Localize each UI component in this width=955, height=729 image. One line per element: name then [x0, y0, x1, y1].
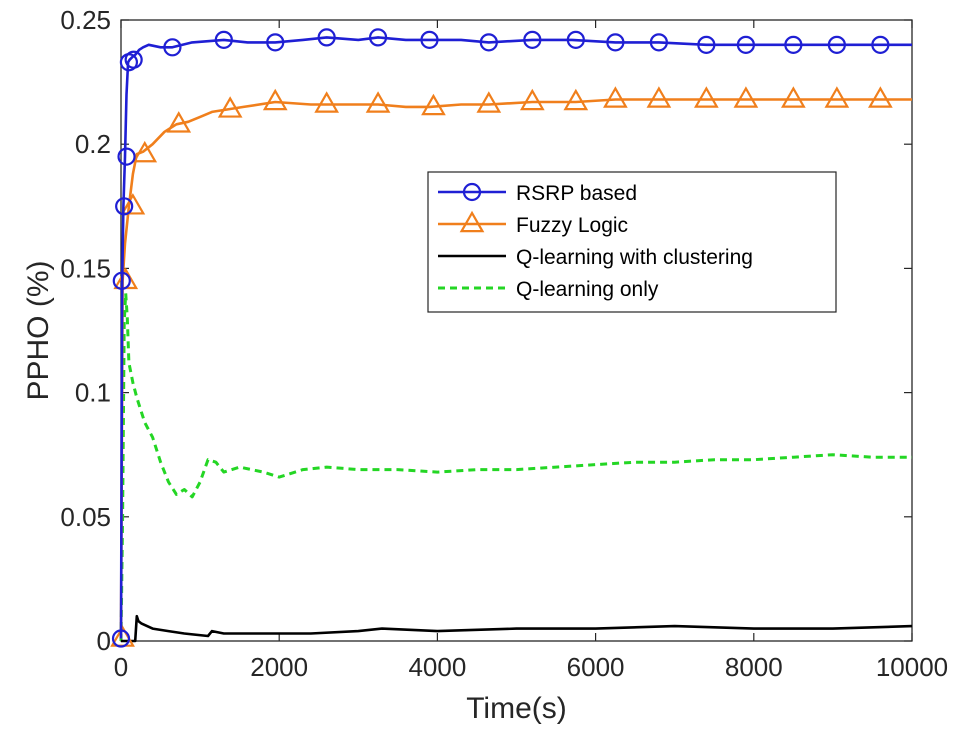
legend-entry: Q-learning only [438, 278, 659, 301]
x-tick-label: 4000 [408, 652, 466, 682]
legend-entry: Q-learning with clustering [438, 246, 753, 269]
legend-marker [459, 210, 485, 233]
series-marker [421, 93, 446, 116]
series-marker [603, 86, 628, 108]
series-3 [119, 291, 912, 642]
series-marker [120, 193, 146, 215]
series-marker [420, 30, 439, 49]
series-marker [563, 88, 589, 111]
series-marker [606, 33, 625, 52]
legend-entries: RSRP based Fuzzy Logic Q-learning with clu… [438, 182, 753, 301]
y-tick-label: 0.25 [60, 5, 111, 35]
series-marker [476, 91, 502, 113]
y-tick-label: 0.2 [75, 129, 111, 159]
legend-box [427, 171, 837, 313]
y-tick-label: 0 [97, 626, 111, 656]
series-marker [736, 35, 755, 54]
series-marker [368, 28, 388, 47]
x-tick-label: 10000 [876, 652, 948, 682]
y-tick-label: 0.15 [60, 253, 111, 283]
legend-label: Q-learning only [516, 278, 659, 301]
series-marker [566, 30, 585, 49]
legend-entry: RSRP based [438, 182, 637, 205]
series-marker [115, 197, 134, 216]
series-layer [110, 28, 913, 648]
series-marker [519, 88, 545, 111]
series-marker [868, 86, 893, 108]
y-axis-label: PPHO (%) [22, 260, 55, 400]
series-marker [733, 86, 759, 108]
series-marker [117, 147, 136, 166]
series-marker [314, 91, 340, 113]
series-marker [649, 33, 668, 52]
legend-label: RSRP based [516, 182, 637, 205]
series-marker [111, 629, 131, 648]
series-marker [365, 91, 391, 113]
legend-label: Fuzzy Logic [516, 214, 628, 237]
axis-ticks: 0 2000 4000 6000 8000 10000 0 0.05 0.1 0.15 0.2 0.2… [60, 5, 948, 682]
series-2 [121, 614, 913, 643]
y-tick-label: 0.1 [75, 378, 111, 408]
series-marker [317, 28, 336, 47]
series-line [119, 291, 912, 642]
series-marker [523, 30, 542, 49]
legend-entry: Fuzzy Logic [438, 210, 628, 237]
series-marker [262, 88, 288, 111]
series-marker [163, 38, 182, 57]
x-tick-label: 8000 [725, 652, 783, 682]
series-marker [132, 140, 158, 163]
x-tick-label: 2000 [250, 652, 308, 682]
series-marker [214, 30, 233, 49]
series-marker [479, 33, 498, 52]
x-axis-label: Time(s) [466, 692, 567, 725]
series-marker [646, 86, 672, 108]
series-marker [112, 271, 131, 290]
series-1 [110, 86, 912, 647]
x-tick-label: 6000 [567, 652, 625, 682]
x-tick-label: 0 [114, 652, 128, 682]
series-marker [780, 86, 806, 108]
series-marker [166, 111, 192, 133]
series-marker [784, 35, 803, 54]
series-marker [871, 35, 890, 54]
series-marker [124, 50, 143, 69]
series-marker [693, 86, 719, 108]
legend-marker [462, 182, 482, 202]
series-marker [217, 96, 243, 118]
legend: RSRP based Fuzzy Logic Q-learning with clu… [427, 171, 837, 313]
series-marker [266, 33, 285, 52]
series-marker [824, 86, 850, 108]
series-line [121, 614, 913, 643]
series-marker [697, 35, 716, 54]
y-tick-label: 0.05 [60, 502, 111, 532]
series-marker [827, 35, 846, 54]
series-0 [111, 28, 912, 648]
legend-label: Q-learning with clustering [516, 246, 753, 269]
